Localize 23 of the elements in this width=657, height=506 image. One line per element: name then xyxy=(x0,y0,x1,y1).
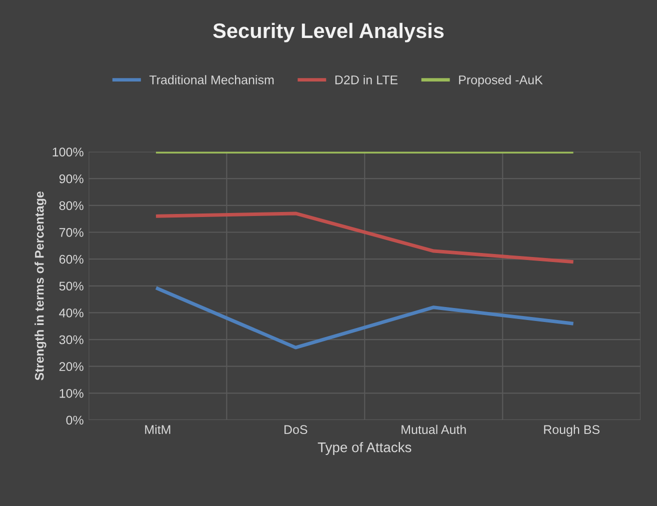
y-tick-label: 60% xyxy=(59,254,84,264)
y-tick-label: 80% xyxy=(59,201,84,210)
y-tick-label: 90% xyxy=(59,174,84,184)
y-axis-title: Strength in terms of Percentage xyxy=(34,192,46,380)
legend-label: D2D in LTE xyxy=(335,75,398,84)
x-tick-label: Mutual Auth xyxy=(402,424,466,434)
y-tick-label: 70% xyxy=(59,228,84,237)
y-tick-label: 30% xyxy=(59,335,84,344)
y-tick-label: 50% xyxy=(59,282,84,291)
y-tick-label: 0% xyxy=(66,416,84,425)
y-tick-label: 40% xyxy=(59,308,84,318)
legend-label: Traditional Mechanism xyxy=(149,75,274,84)
line-series xyxy=(156,286,574,350)
x-axis-title: Type of Attacks xyxy=(318,442,412,455)
y-tick-label: 20% xyxy=(59,362,84,371)
line-series xyxy=(156,212,574,264)
x-tick-label: DoS xyxy=(284,425,308,434)
legend-label: Proposed -AuK xyxy=(459,75,543,87)
y-tick-label: 100% xyxy=(52,148,84,156)
x-tick-label: Rough BS xyxy=(544,424,600,436)
y-tick-label: 10% xyxy=(60,388,84,398)
chart-title: Security Level Analysis xyxy=(213,22,444,42)
x-tick-label: MitM xyxy=(145,424,170,434)
